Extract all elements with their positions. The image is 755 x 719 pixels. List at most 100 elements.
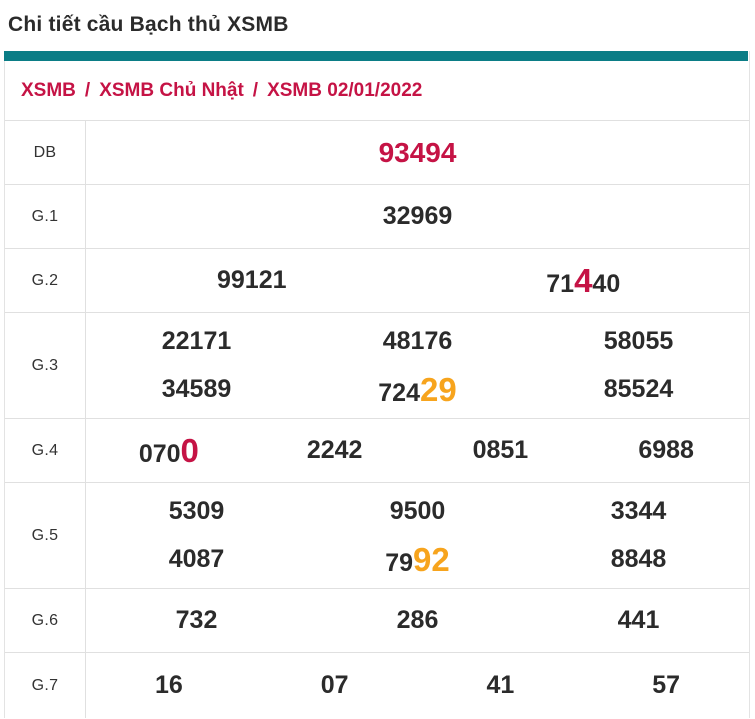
prize-number: 32969: [86, 204, 749, 229]
prize-row-values: 99121 71440: [86, 249, 749, 312]
prize-number: 286: [307, 608, 528, 633]
prize-number: 85524: [528, 377, 749, 402]
result-panel: XSMB / XSMB Chủ Nhật / XSMB 02/01/2022 DB 934…: [4, 51, 750, 718]
prize-number: 07: [252, 673, 418, 698]
prize-number: 72429: [307, 373, 528, 406]
digits: 07: [320, 671, 349, 699]
prize-number: 7992: [307, 543, 528, 576]
prize-number: 9500: [307, 499, 528, 524]
digits: 724: [378, 379, 420, 407]
highlighted-digits: 92: [413, 541, 450, 578]
digits: 2242: [306, 436, 363, 464]
prize-row: G.3 22171 48176 58055 34589 72429 85524: [5, 312, 749, 418]
breadcrumb-separator: /: [84, 79, 91, 101]
digits: 41: [486, 671, 515, 699]
prize-number: 441: [528, 608, 749, 633]
prize-row-label: G.6: [5, 589, 86, 652]
prize-row-values: 0700 2242 0851 6988: [86, 419, 749, 482]
prize-number: 6988: [583, 438, 749, 463]
prize-number: 5309: [86, 499, 307, 524]
prize-value-line: 93494: [86, 121, 749, 184]
prize-row-values: 93494: [86, 121, 749, 184]
prize-row-label: G.1: [5, 185, 86, 248]
prize-value-line: 32969: [86, 185, 749, 248]
digits: 5309: [168, 497, 225, 525]
highlighted-digits: 29: [420, 371, 457, 408]
digits: 070: [138, 440, 181, 468]
prize-row-values: 5309 9500 3344 4087 7992 8848: [86, 483, 749, 588]
digits: 48176: [382, 327, 453, 355]
breadcrumb-link[interactable]: XSMB 02/01/2022: [267, 79, 423, 101]
digits: 8848: [610, 545, 667, 573]
digits: 71: [546, 270, 575, 298]
digits: 32969: [382, 202, 453, 230]
prize-number: 99121: [86, 268, 418, 293]
digits: 732: [175, 606, 218, 634]
prize-table: DB 93494 G.1 32969 G.2 99121 71440 G.3 22171 4817…: [5, 120, 749, 718]
breadcrumb-link[interactable]: XSMB Chủ Nhật: [99, 79, 244, 101]
prize-number: 48176: [307, 329, 528, 354]
prize-number: 41: [418, 673, 584, 698]
digits: 441: [617, 606, 660, 634]
prize-number: 22171: [86, 329, 307, 354]
digits: 3344: [610, 497, 667, 525]
prize-row-values: 16 07 41 57: [86, 653, 749, 718]
prize-number: 58055: [528, 329, 749, 354]
prize-number: 0700: [86, 434, 252, 467]
digits: 34589: [161, 375, 232, 403]
prize-value-line: 5309 9500 3344: [86, 492, 749, 531]
prize-value-line: 22171 48176 58055: [86, 322, 749, 361]
prize-row-label: G.7: [5, 653, 86, 718]
digits: 4087: [168, 545, 225, 573]
prize-value-line: 16 07 41 57: [86, 654, 749, 717]
prize-row: G.7 16 07 41 57: [5, 652, 749, 718]
prize-number: 34589: [86, 377, 307, 402]
digits: 9500: [389, 497, 446, 525]
prize-value-line: 99121 71440: [86, 249, 749, 312]
prize-row-label: G.4: [5, 419, 86, 482]
prize-value-line: 4087 7992 8848: [86, 540, 749, 579]
digits: 22171: [161, 327, 232, 355]
prize-number: 0851: [418, 438, 584, 463]
highlighted-digits: 0: [180, 432, 199, 469]
page-title: Chi tiết cầu Bạch thủ XSMB: [8, 13, 289, 36]
digits: 40: [592, 270, 621, 298]
prize-row: G.1 32969: [5, 184, 749, 248]
prize-number: 8848: [528, 547, 749, 572]
prize-row: G.6 732 286 441: [5, 588, 749, 652]
breadcrumb-link[interactable]: XSMB: [21, 79, 76, 101]
prize-row: G.4 0700 2242 0851 6988: [5, 418, 749, 482]
prize-number: 16: [86, 673, 252, 698]
prize-number: 71440: [418, 264, 750, 297]
digits: 99121: [216, 266, 287, 294]
panel-accent-bar: [4, 51, 748, 61]
prize-value-line: 0700 2242 0851 6988: [86, 419, 749, 482]
prize-row-label: G.2: [5, 249, 86, 312]
prize-row-label: G.3: [5, 313, 86, 418]
prize-row: G.2 99121 71440: [5, 248, 749, 312]
digits: 57: [652, 671, 681, 699]
digits: 58055: [603, 327, 674, 355]
digits: 85524: [603, 375, 674, 403]
digits: 79: [385, 549, 414, 577]
prize-row-values: 732 286 441: [86, 589, 749, 652]
prize-row: DB 93494: [5, 120, 749, 184]
breadcrumb: XSMB / XSMB Chủ Nhật / XSMB 02/01/2022: [5, 61, 749, 120]
prize-value-line: 732 286 441: [86, 589, 749, 652]
prize-row: G.5 5309 9500 3344 4087 7992 8848: [5, 482, 749, 588]
digits: 286: [396, 606, 439, 634]
digits: 6988: [638, 436, 694, 464]
digits: 0851: [472, 436, 529, 464]
highlighted-digits: 4: [574, 262, 593, 299]
prize-value-line: 34589 72429 85524: [86, 370, 749, 409]
prize-number: 57: [583, 673, 749, 698]
digits: 16: [154, 671, 183, 699]
prize-number: 2242: [252, 438, 418, 463]
prize-number: 732: [86, 608, 307, 633]
prize-row-values: 32969: [86, 185, 749, 248]
prize-row-label: G.5: [5, 483, 86, 588]
highlighted-digits: 93494: [378, 136, 457, 168]
breadcrumb-separator: /: [252, 79, 259, 101]
prize-row-label: DB: [5, 121, 86, 184]
